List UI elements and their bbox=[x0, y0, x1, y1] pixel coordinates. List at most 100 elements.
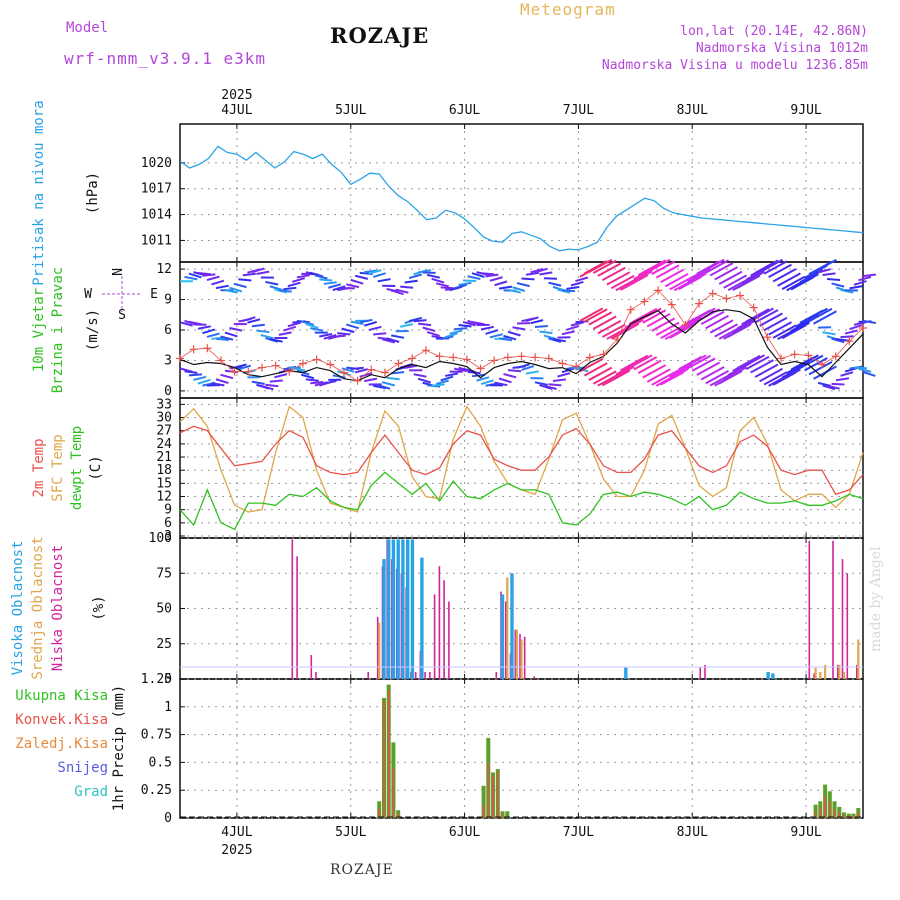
cloud-bar-niska bbox=[704, 664, 706, 679]
cloud-bar-srednja bbox=[838, 664, 841, 679]
wind-direction-arrow bbox=[211, 382, 225, 387]
wind-direction-arrow bbox=[534, 325, 548, 328]
wind-direction-arrow bbox=[759, 312, 783, 327]
precip-convective-bar bbox=[829, 801, 831, 818]
cloud-bar-niska bbox=[523, 636, 526, 679]
y-tick-label: 1 bbox=[164, 700, 172, 715]
y-tick-label: 18 bbox=[156, 463, 172, 478]
pressure-axis-title: Pritisak na nivou mora bbox=[31, 100, 47, 285]
wind-direction-arrow bbox=[296, 274, 310, 279]
cloud-bar-visoka bbox=[387, 539, 391, 679]
wind-direction-arrow bbox=[287, 321, 301, 328]
wind-direction-arrow bbox=[458, 323, 472, 328]
wind-direction-arrow bbox=[368, 269, 382, 275]
wind-direction-arrow bbox=[283, 286, 297, 291]
cloud-bar-niska bbox=[846, 573, 849, 680]
wind-direction-arrow bbox=[642, 309, 667, 324]
cloud-bar-niska bbox=[424, 672, 426, 679]
wind-direction-arrow bbox=[319, 333, 333, 338]
wind-direction-arrow bbox=[431, 277, 445, 284]
precip-convective-bar bbox=[387, 690, 390, 818]
wind-direction-arrow bbox=[763, 260, 788, 275]
compass-cross bbox=[102, 276, 142, 312]
wind-direction-arrow bbox=[220, 335, 234, 341]
cloud-bar-niska bbox=[414, 672, 417, 679]
wind-direction-arrow bbox=[260, 384, 274, 391]
wind-direction-arrow bbox=[215, 284, 229, 290]
wind-direction-arrow bbox=[548, 383, 562, 387]
wind-direction-arrow bbox=[359, 318, 373, 324]
cloud-bar-srednja bbox=[857, 639, 860, 679]
wind-direction-arrow bbox=[530, 267, 544, 274]
pressure-line bbox=[179, 145, 864, 252]
panel-frame-2 bbox=[179, 397, 864, 539]
wind-direction-arrow bbox=[759, 258, 783, 274]
wind-direction-arrow bbox=[242, 316, 256, 322]
wind-direction-arrow bbox=[628, 270, 653, 285]
y-tick-label: 0 bbox=[164, 384, 172, 399]
wind-direction-arrow bbox=[381, 338, 395, 344]
panel-frame-0 bbox=[179, 123, 864, 263]
wind-direction-arrow bbox=[494, 381, 508, 387]
wind-direction-arrow bbox=[606, 271, 631, 286]
y-tick-label: 6 bbox=[164, 516, 172, 531]
wind-direction-arrow bbox=[215, 378, 229, 384]
compass-label-w: W bbox=[84, 287, 92, 302]
wind-direction-arrow bbox=[539, 330, 553, 335]
precip-legend-label: Konvek.Kisa bbox=[15, 712, 108, 728]
precip-convective-bar bbox=[378, 809, 380, 818]
precip-convective-bar bbox=[824, 795, 826, 818]
wind-direction-arrow bbox=[233, 282, 247, 289]
cloud-bar-srednja bbox=[814, 667, 817, 679]
wind-direction-arrow bbox=[363, 320, 377, 327]
wind-direction-arrow bbox=[552, 378, 567, 382]
y-tick-label: 6 bbox=[164, 323, 172, 338]
wind-direction-arrow bbox=[655, 264, 680, 279]
wind-direction-arrow bbox=[862, 273, 877, 278]
wind-direction-arrow bbox=[700, 258, 725, 274]
wind-direction-arrow bbox=[372, 272, 386, 278]
wind-direction-arrow bbox=[530, 319, 544, 325]
wind-direction-arrow bbox=[592, 370, 617, 385]
wind-direction-arrow bbox=[822, 272, 836, 276]
wind-direction-arrow bbox=[350, 320, 364, 326]
wind-direction-arrow bbox=[516, 282, 530, 288]
wind-direction-arrow bbox=[754, 259, 779, 274]
wind-direction-arrow bbox=[462, 320, 476, 327]
wind-direction-arrow bbox=[251, 380, 265, 385]
panel-frame-4 bbox=[179, 678, 864, 819]
wind-direction-arrow bbox=[238, 278, 252, 282]
y-tick-label: 100 bbox=[149, 531, 172, 546]
wind-direction-arrow bbox=[579, 358, 604, 373]
y-tick-label: 25 bbox=[156, 637, 172, 652]
cloud-bar-srednja bbox=[515, 629, 518, 679]
compass-label-n: N bbox=[111, 268, 126, 276]
wind-direction-arrow bbox=[705, 314, 729, 330]
wind-direction-arrow bbox=[323, 334, 337, 340]
elevation-label: Nadmorska Visina 1012m bbox=[695, 41, 868, 56]
wind-direction-arrow bbox=[274, 373, 288, 379]
y-tick-label: 0.25 bbox=[141, 783, 172, 798]
wind-direction-arrow bbox=[516, 363, 530, 369]
wind-direction-arrow bbox=[422, 326, 436, 332]
y-tick-label: 1014 bbox=[141, 208, 172, 223]
y-tick-label: 1017 bbox=[141, 182, 172, 197]
wind-direction-arrow bbox=[705, 370, 729, 385]
wind-direction-arrow bbox=[444, 332, 458, 339]
cloud-bar-niska bbox=[433, 594, 436, 679]
wind-direction-arrow bbox=[323, 380, 337, 385]
cloud-bar-niska bbox=[367, 672, 369, 679]
wind-direction-arrow bbox=[786, 321, 810, 337]
wind-direction-arrow bbox=[741, 270, 765, 286]
x-tick-label: 5JUL bbox=[335, 825, 366, 840]
wind-direction-arrow bbox=[601, 323, 626, 338]
wind-direction-arrow bbox=[332, 334, 346, 338]
y-tick-label: 9 bbox=[164, 503, 172, 518]
wind-direction-arrow bbox=[498, 337, 513, 342]
wind-direction-arrow bbox=[525, 316, 539, 323]
wind-direction-arrow bbox=[664, 273, 689, 288]
y-tick-label: 0 bbox=[164, 672, 172, 687]
wind-direction-arrow bbox=[655, 321, 680, 336]
wind-direction-arrow bbox=[229, 327, 243, 332]
wind-direction-arrow bbox=[754, 309, 779, 324]
